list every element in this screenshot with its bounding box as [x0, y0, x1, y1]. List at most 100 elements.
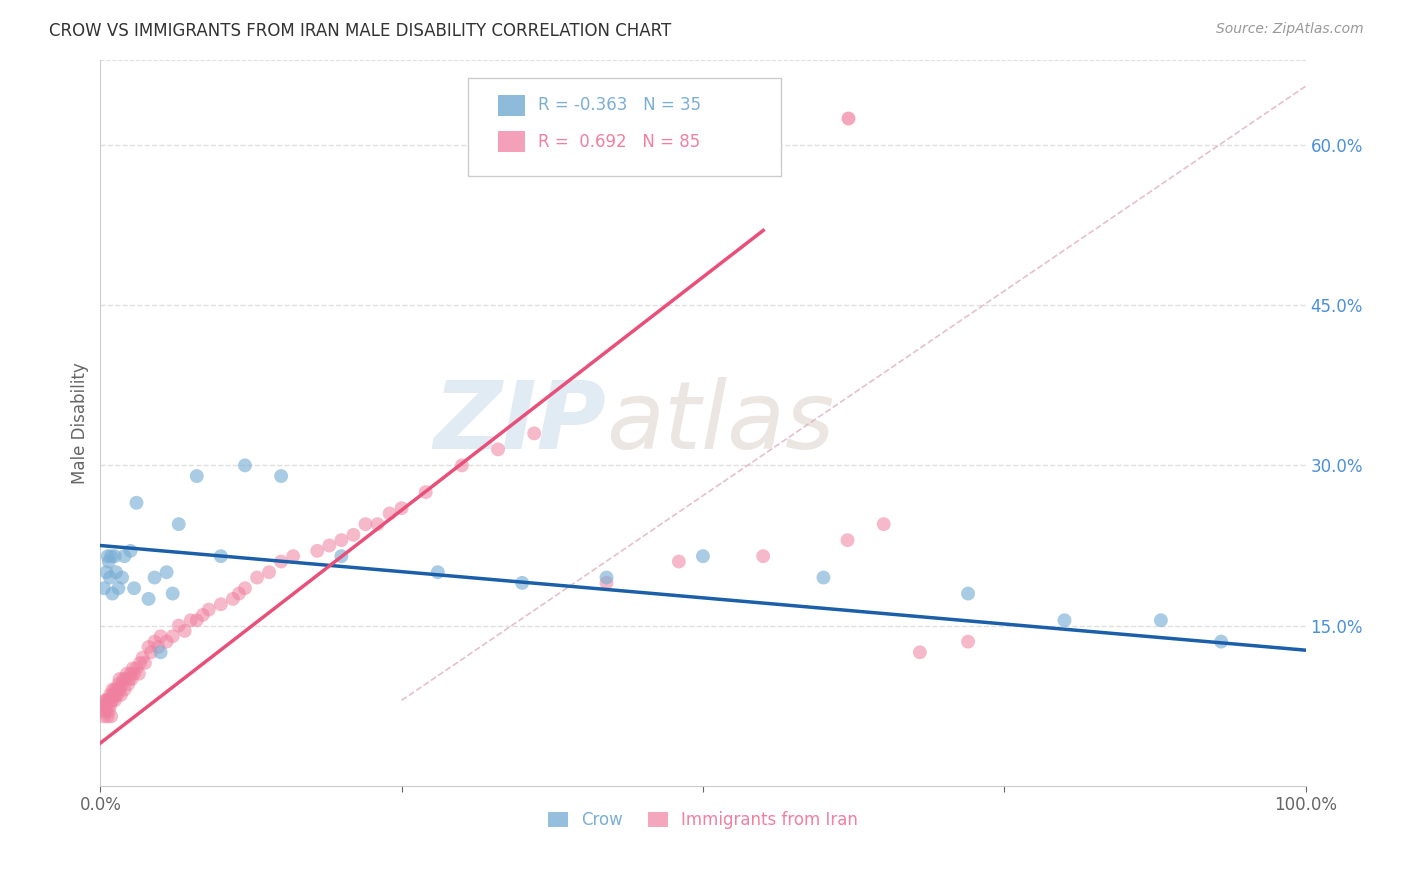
Point: [98, 688, 121, 702]
Point: [105, 688, 128, 702]
Point: [114, 682, 136, 697]
Point: [112, 672, 135, 686]
Point: [330, 533, 353, 548]
Point: [837, 112, 859, 126]
Point: [198, 602, 221, 616]
Point: [257, 565, 280, 579]
Point: [692, 549, 714, 564]
Point: [98, 698, 121, 713]
Point: [167, 517, 190, 532]
Point: [96, 693, 118, 707]
Y-axis label: Male Disability: Male Disability: [72, 362, 89, 483]
Point: [752, 549, 775, 564]
Legend: Crow, Immigrants from Iran: Crow, Immigrants from Iran: [541, 805, 865, 836]
Point: [873, 517, 896, 532]
Point: [111, 677, 134, 691]
Point: [957, 634, 980, 648]
Point: [107, 682, 129, 697]
Point: [98, 570, 121, 584]
Point: [233, 581, 256, 595]
Point: [138, 640, 160, 654]
Point: [486, 442, 509, 457]
Point: [354, 517, 377, 532]
Point: [118, 672, 141, 686]
Point: [149, 629, 172, 643]
Point: [105, 682, 128, 697]
Point: [813, 570, 835, 584]
FancyBboxPatch shape: [498, 95, 524, 116]
Point: [342, 528, 364, 542]
Point: [451, 458, 474, 473]
Point: [415, 485, 437, 500]
FancyBboxPatch shape: [468, 78, 782, 176]
Point: [595, 570, 617, 584]
Point: [107, 581, 129, 595]
Point: [270, 469, 292, 483]
Point: [908, 645, 931, 659]
Point: [96, 704, 118, 718]
Text: atlas: atlas: [606, 377, 835, 468]
Point: [222, 591, 245, 606]
Point: [1211, 634, 1233, 648]
Text: Source: ZipAtlas.com: Source: ZipAtlas.com: [1216, 22, 1364, 37]
Point: [122, 666, 145, 681]
Point: [283, 549, 305, 564]
Point: [121, 672, 143, 686]
Point: [191, 607, 214, 622]
Point: [426, 565, 449, 579]
Point: [228, 586, 250, 600]
Point: [156, 634, 179, 648]
Point: [105, 565, 128, 579]
Point: [167, 618, 190, 632]
Point: [101, 586, 124, 600]
Point: [97, 693, 120, 707]
Point: [128, 666, 150, 681]
Point: [97, 693, 120, 707]
Point: [270, 555, 292, 569]
Point: [114, 549, 136, 564]
Text: CROW VS IMMIGRANTS FROM IRAN MALE DISABILITY CORRELATION CHART: CROW VS IMMIGRANTS FROM IRAN MALE DISABI…: [49, 22, 672, 40]
Point: [97, 704, 120, 718]
Point: [180, 613, 202, 627]
Point: [318, 539, 340, 553]
Point: [108, 682, 131, 697]
Point: [173, 624, 195, 638]
Point: [246, 570, 269, 584]
Point: [100, 549, 122, 564]
Point: [125, 661, 148, 675]
Point: [138, 591, 160, 606]
Point: [134, 656, 156, 670]
Text: R =  0.692   N = 85: R = 0.692 N = 85: [538, 133, 700, 151]
Point: [94, 693, 117, 707]
Point: [209, 597, 232, 611]
Point: [162, 586, 184, 600]
Point: [131, 650, 153, 665]
Point: [104, 693, 127, 707]
Point: [101, 682, 124, 697]
Text: ZIP: ZIP: [433, 376, 606, 468]
Point: [93, 581, 115, 595]
Point: [104, 549, 127, 564]
Point: [115, 666, 138, 681]
Point: [101, 688, 124, 702]
Point: [120, 666, 142, 681]
Point: [330, 549, 353, 564]
Point: [120, 544, 142, 558]
Point: [110, 688, 132, 702]
Point: [307, 544, 329, 558]
Point: [94, 698, 117, 713]
Point: [108, 672, 131, 686]
Point: [105, 688, 128, 702]
Point: [129, 656, 152, 670]
Point: [97, 549, 120, 564]
Point: [107, 677, 129, 691]
Point: [91, 704, 114, 718]
Point: [96, 565, 118, 579]
Point: [149, 645, 172, 659]
Point: [510, 575, 533, 590]
Point: [143, 634, 166, 648]
Point: [391, 501, 413, 516]
Point: [1150, 613, 1173, 627]
Point: [1053, 613, 1076, 627]
Point: [209, 549, 232, 564]
